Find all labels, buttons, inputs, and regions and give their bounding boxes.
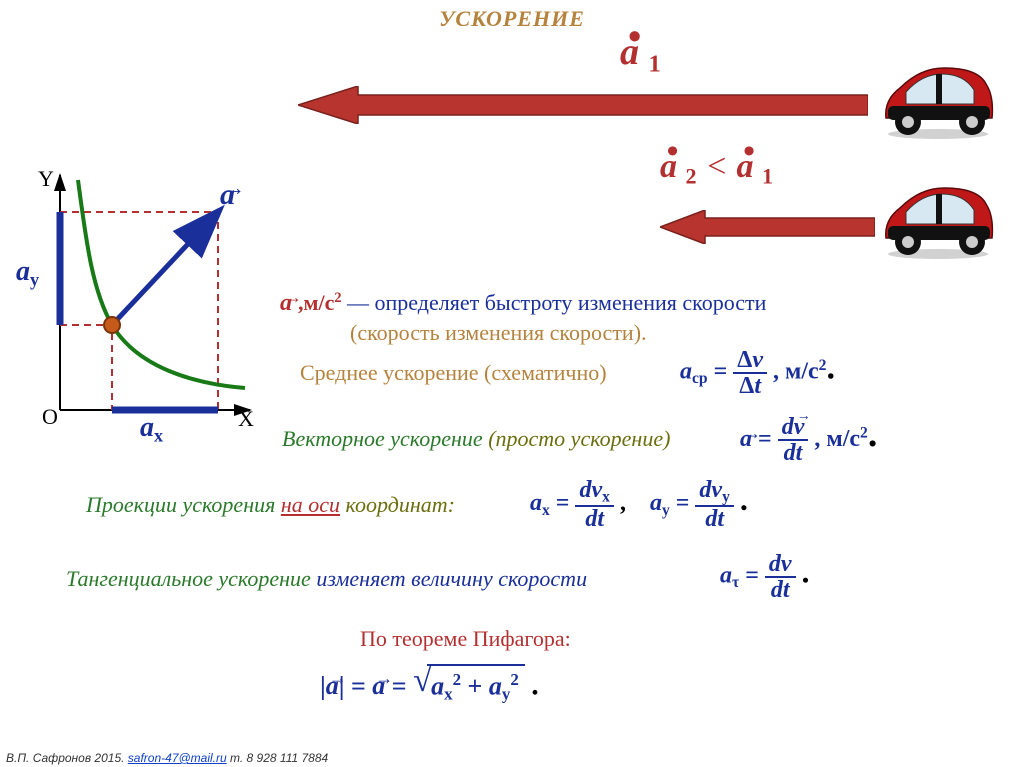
na-osi: на оси bbox=[281, 492, 340, 517]
diagram-X: X bbox=[238, 406, 254, 432]
label-a2: • a 2 < • a 1 bbox=[660, 148, 773, 190]
footer-mail[interactable]: safron-47@mail.ru bbox=[128, 751, 227, 765]
projections: Проекции ускорения на оси координат: bbox=[86, 492, 455, 518]
car-1 bbox=[878, 60, 998, 145]
car-2 bbox=[878, 180, 998, 265]
label-a1: • a 1 bbox=[620, 30, 661, 78]
avg-accel-formula: aср = ΔvΔt , м/с2. bbox=[680, 348, 835, 398]
diagram-a: →a bbox=[220, 178, 235, 212]
footer: В.П. Сафронов 2015. safron-47@mail.ru т.… bbox=[6, 751, 328, 765]
def-line-1b: (скорость изменения скорости). bbox=[350, 320, 647, 346]
def-line-1: → a ,м/с2 — определяет быстроту изменени… bbox=[280, 290, 766, 317]
pythagoras-label: По теореме Пифагора: bbox=[360, 626, 571, 652]
vec-accel-formula: →a = d→v dt , м/с2. bbox=[740, 412, 877, 465]
diagram-ax: ax bbox=[140, 412, 163, 446]
diagram-O: O bbox=[42, 404, 58, 430]
arrow-a1-shape bbox=[298, 86, 868, 124]
pythagoras-formula: |→a| = →a = √ ax2 + ay2 . bbox=[320, 664, 539, 704]
page-title: УСКОРЕНИЕ bbox=[0, 6, 1024, 32]
arrow-a2-shape bbox=[660, 210, 875, 244]
vec-accel: Векторное ускорение (просто ускорение) bbox=[282, 426, 670, 452]
avg-accel: Среднее ускорение (схематично) bbox=[300, 360, 607, 386]
diagram-Y: Y bbox=[38, 166, 54, 192]
arrow-a2 bbox=[660, 210, 875, 244]
vector-diagram: Y X O →a ay ax bbox=[20, 170, 260, 440]
arrow-a1 bbox=[298, 86, 868, 124]
tangential: Тангенциальное ускорение изменяет величи… bbox=[66, 566, 587, 592]
proj-formula: ax = dvxdt , ay = dvydt . bbox=[530, 478, 748, 531]
diagram-ay: ay bbox=[16, 256, 39, 290]
tangential-formula: aτ = dvdt . bbox=[720, 552, 810, 602]
